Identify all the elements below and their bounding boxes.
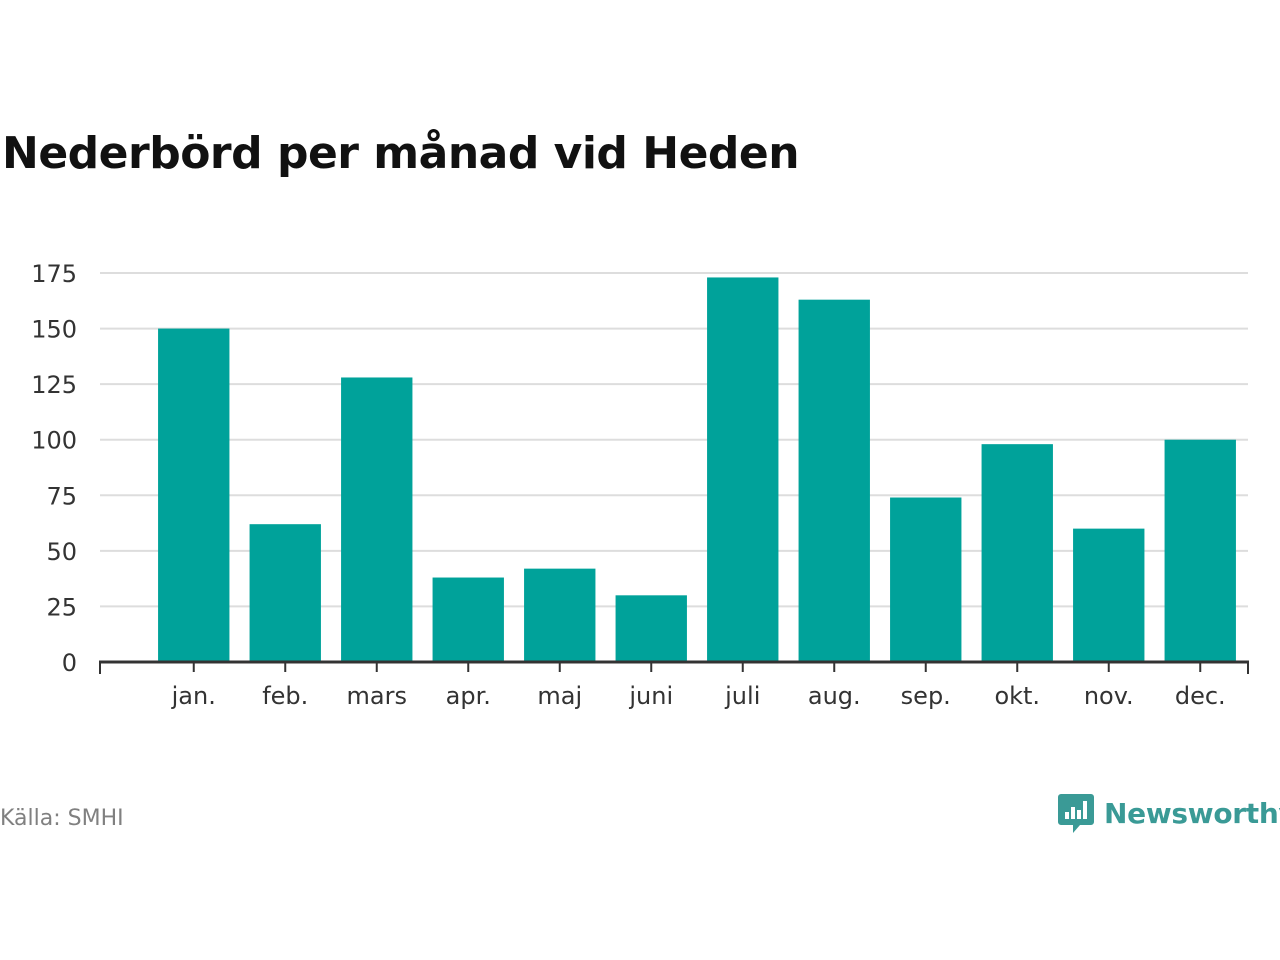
x-tick-label: maj [537,682,582,710]
y-tick-label: 175 [31,260,77,288]
x-tick-label: apr. [446,682,491,710]
x-tick-label: juni [628,682,673,710]
x-tick-label: mars [347,682,407,710]
bar [249,524,321,662]
x-tick-label: juli [724,682,760,710]
bar [524,568,596,662]
brand-name: Newsworthy [1104,796,1280,830]
axes [99,660,1249,674]
bar [981,444,1053,662]
bar [341,377,413,662]
bar [432,577,504,662]
brand-logo: Newsworthy [1058,792,1280,834]
y-tick-label: 50 [46,538,77,566]
x-tick-label: dec. [1175,682,1226,710]
y-tick-label: 0 [62,649,77,677]
bar [890,497,962,662]
tick-labels: 0 25 50 75 100 125 150 175 jan. feb. mars apr. maj ju… [31,260,1225,710]
bars [158,277,1236,662]
x-tick-label: okt. [994,682,1040,710]
y-tick-label: 25 [46,593,77,621]
x-tick-label: sep. [901,682,951,710]
y-tick-label: 100 [31,427,77,455]
chart-title: Nederbörd per månad vid Heden [2,128,800,179]
bar [158,328,230,662]
y-tick-label: 125 [31,371,77,399]
bar [1164,439,1236,662]
bar [1073,528,1145,662]
newsworthy-logo-icon [1058,794,1094,833]
x-tick-label: aug. [808,682,861,710]
x-tick-label: jan. [171,682,216,710]
source-note: Källa: SMHI [0,806,124,831]
y-tick-label: 150 [31,316,77,344]
x-tick-label: feb. [262,682,308,710]
x-tick-label: nov. [1084,682,1134,710]
bar [615,595,687,662]
bar [707,277,779,662]
y-tick-label: 75 [46,482,77,510]
bar [798,299,870,662]
